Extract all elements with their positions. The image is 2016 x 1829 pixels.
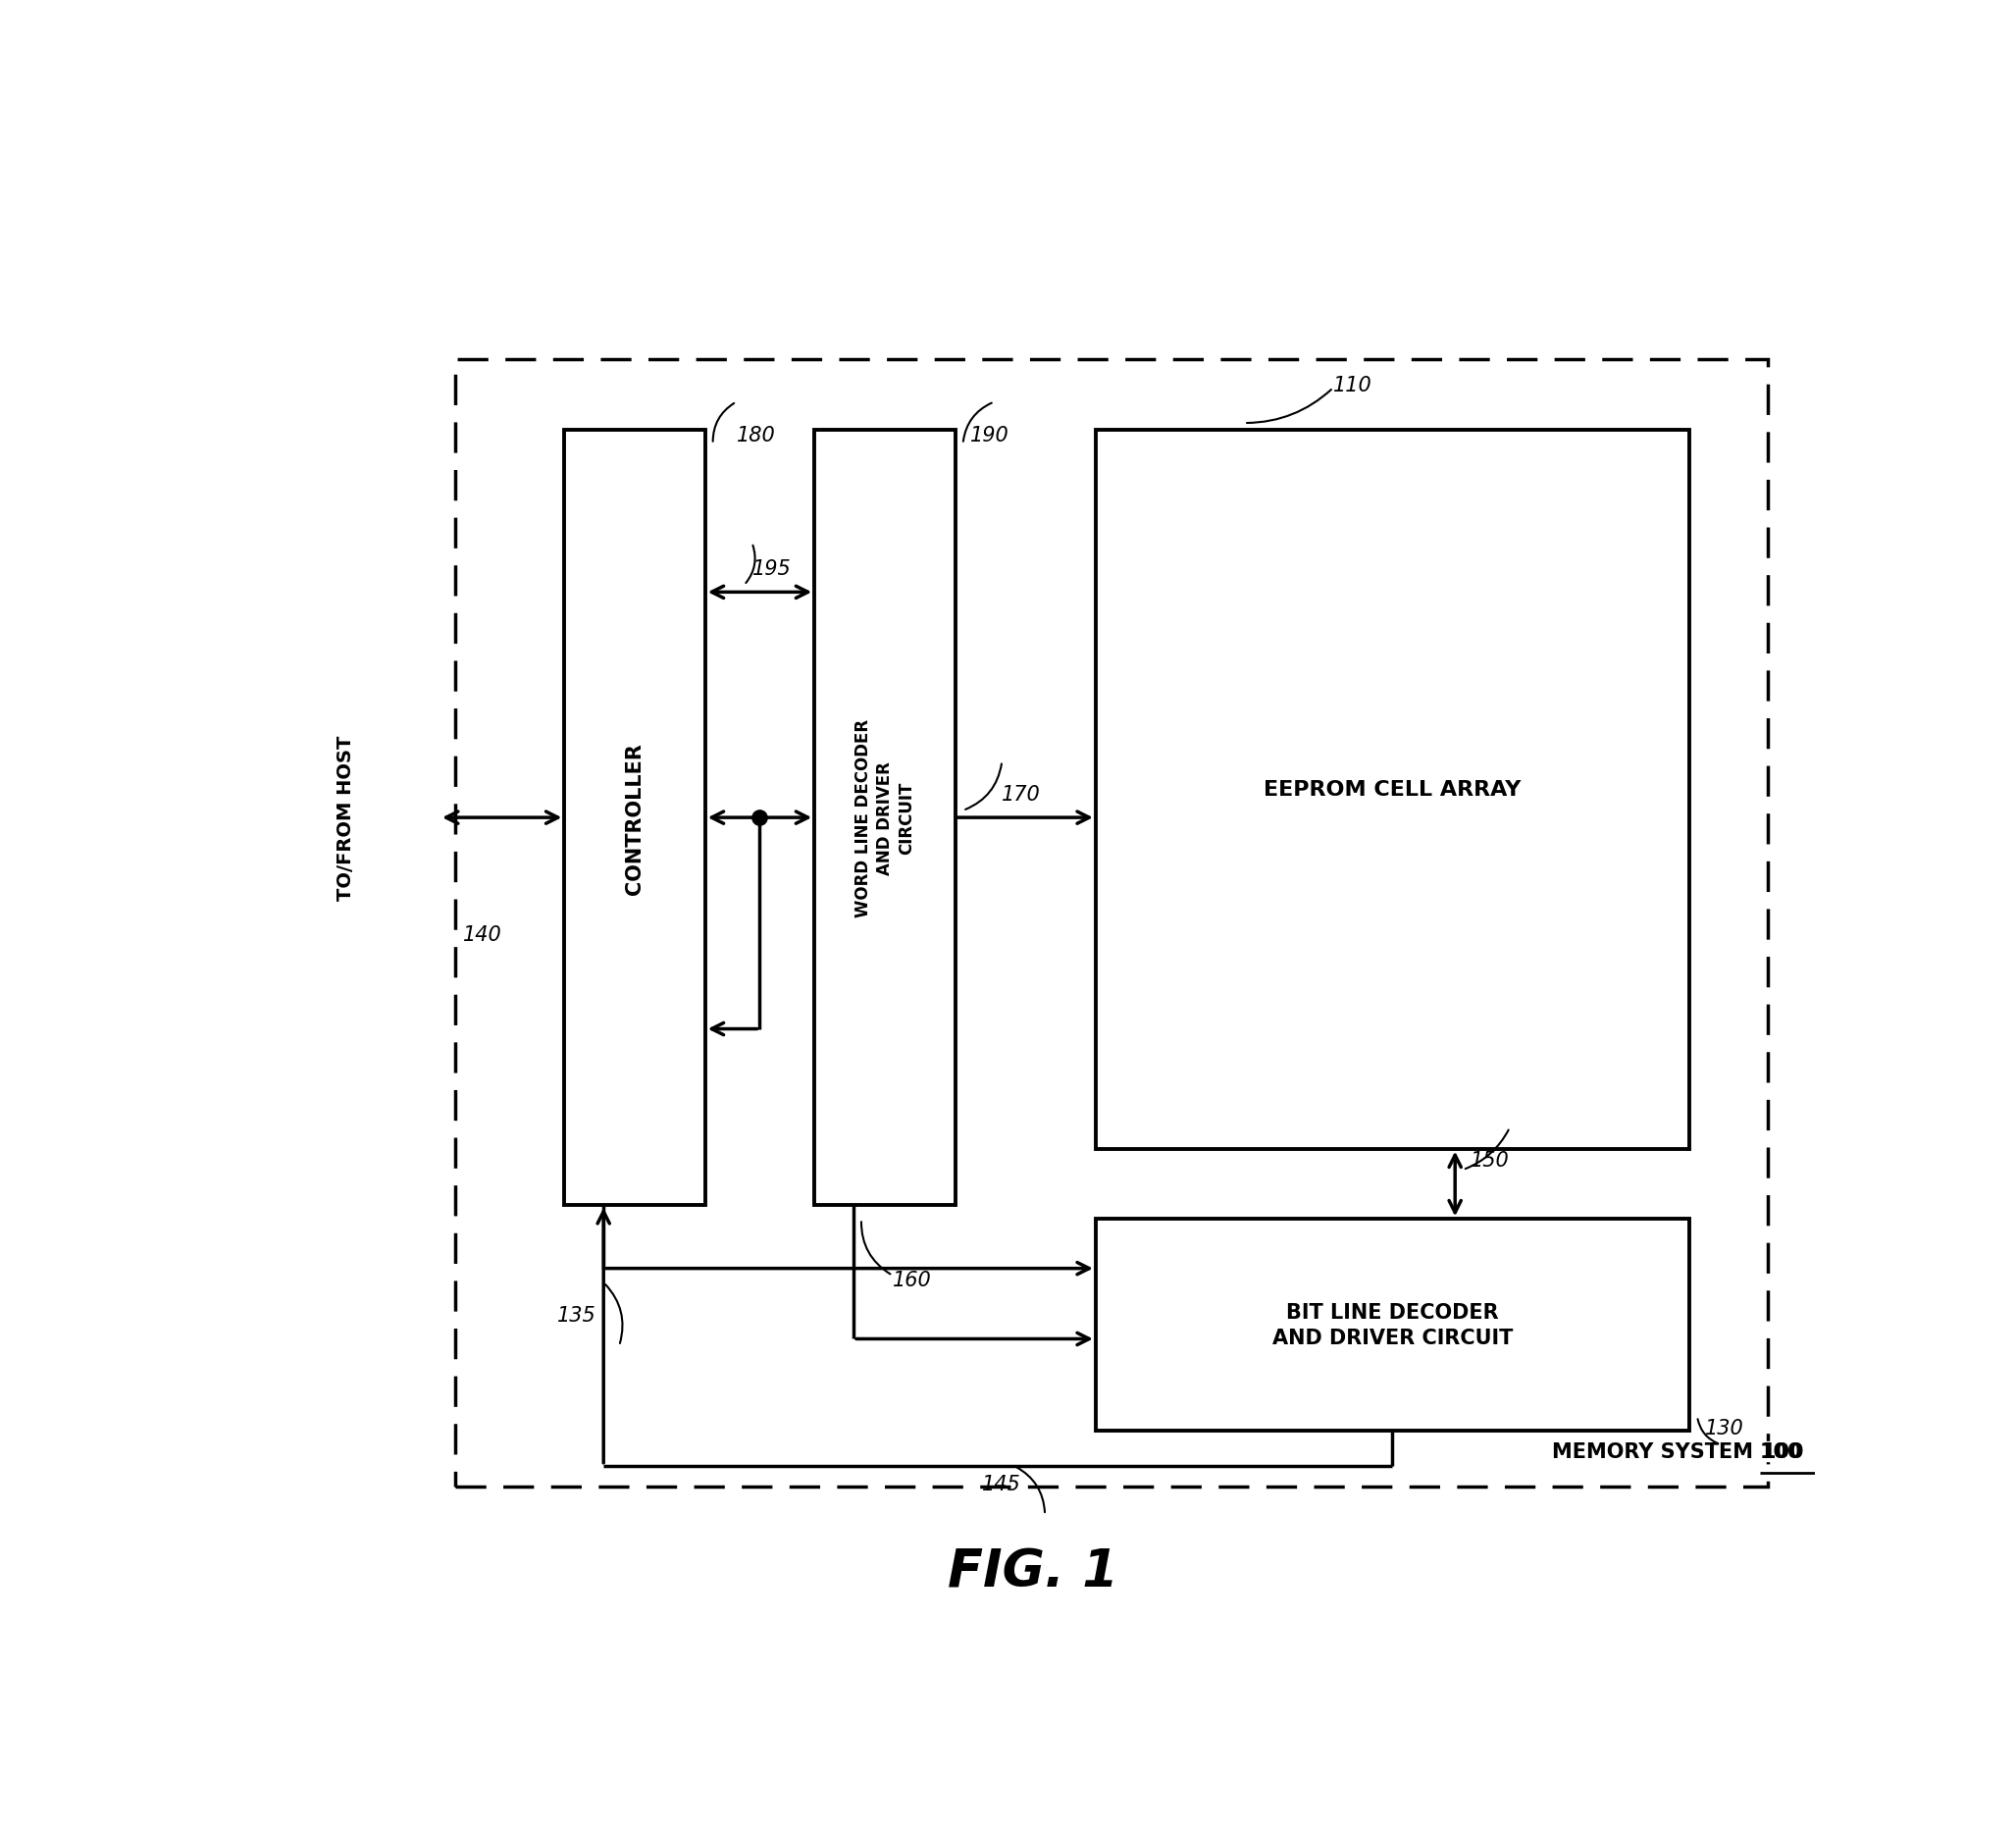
Text: 145: 145 [982, 1474, 1022, 1494]
Text: 135: 135 [556, 1306, 597, 1324]
Text: TO/FROM HOST: TO/FROM HOST [337, 735, 355, 900]
Text: 160: 160 [893, 1269, 931, 1289]
FancyBboxPatch shape [564, 430, 706, 1205]
Text: CONTROLLER: CONTROLLER [625, 743, 645, 894]
Text: 180: 180 [736, 424, 776, 444]
Text: 150: 150 [1472, 1150, 1510, 1171]
Text: 130: 130 [1706, 1417, 1744, 1438]
Text: 110: 110 [1333, 377, 1373, 395]
Text: WORD LINE DECODER
AND DRIVER
CIRCUIT: WORD LINE DECODER AND DRIVER CIRCUIT [855, 719, 915, 916]
FancyBboxPatch shape [456, 360, 1768, 1487]
Text: 140: 140 [464, 925, 502, 946]
Text: MEMORY SYSTEM: MEMORY SYSTEM [1552, 1441, 1760, 1461]
FancyBboxPatch shape [1097, 1220, 1689, 1430]
Text: 100: 100 [1760, 1441, 1802, 1461]
FancyBboxPatch shape [1097, 430, 1689, 1149]
Text: BIT LINE DECODER
AND DRIVER CIRCUIT: BIT LINE DECODER AND DRIVER CIRCUIT [1272, 1302, 1512, 1348]
FancyBboxPatch shape [814, 430, 956, 1205]
Text: 195: 195 [752, 560, 790, 578]
Text: FIG. 1: FIG. 1 [948, 1546, 1119, 1597]
Text: 190: 190 [972, 424, 1010, 444]
Text: 170: 170 [1002, 785, 1040, 805]
Text: 100: 100 [1762, 1441, 1804, 1461]
Text: EEPROM CELL ARRAY: EEPROM CELL ARRAY [1264, 779, 1522, 799]
